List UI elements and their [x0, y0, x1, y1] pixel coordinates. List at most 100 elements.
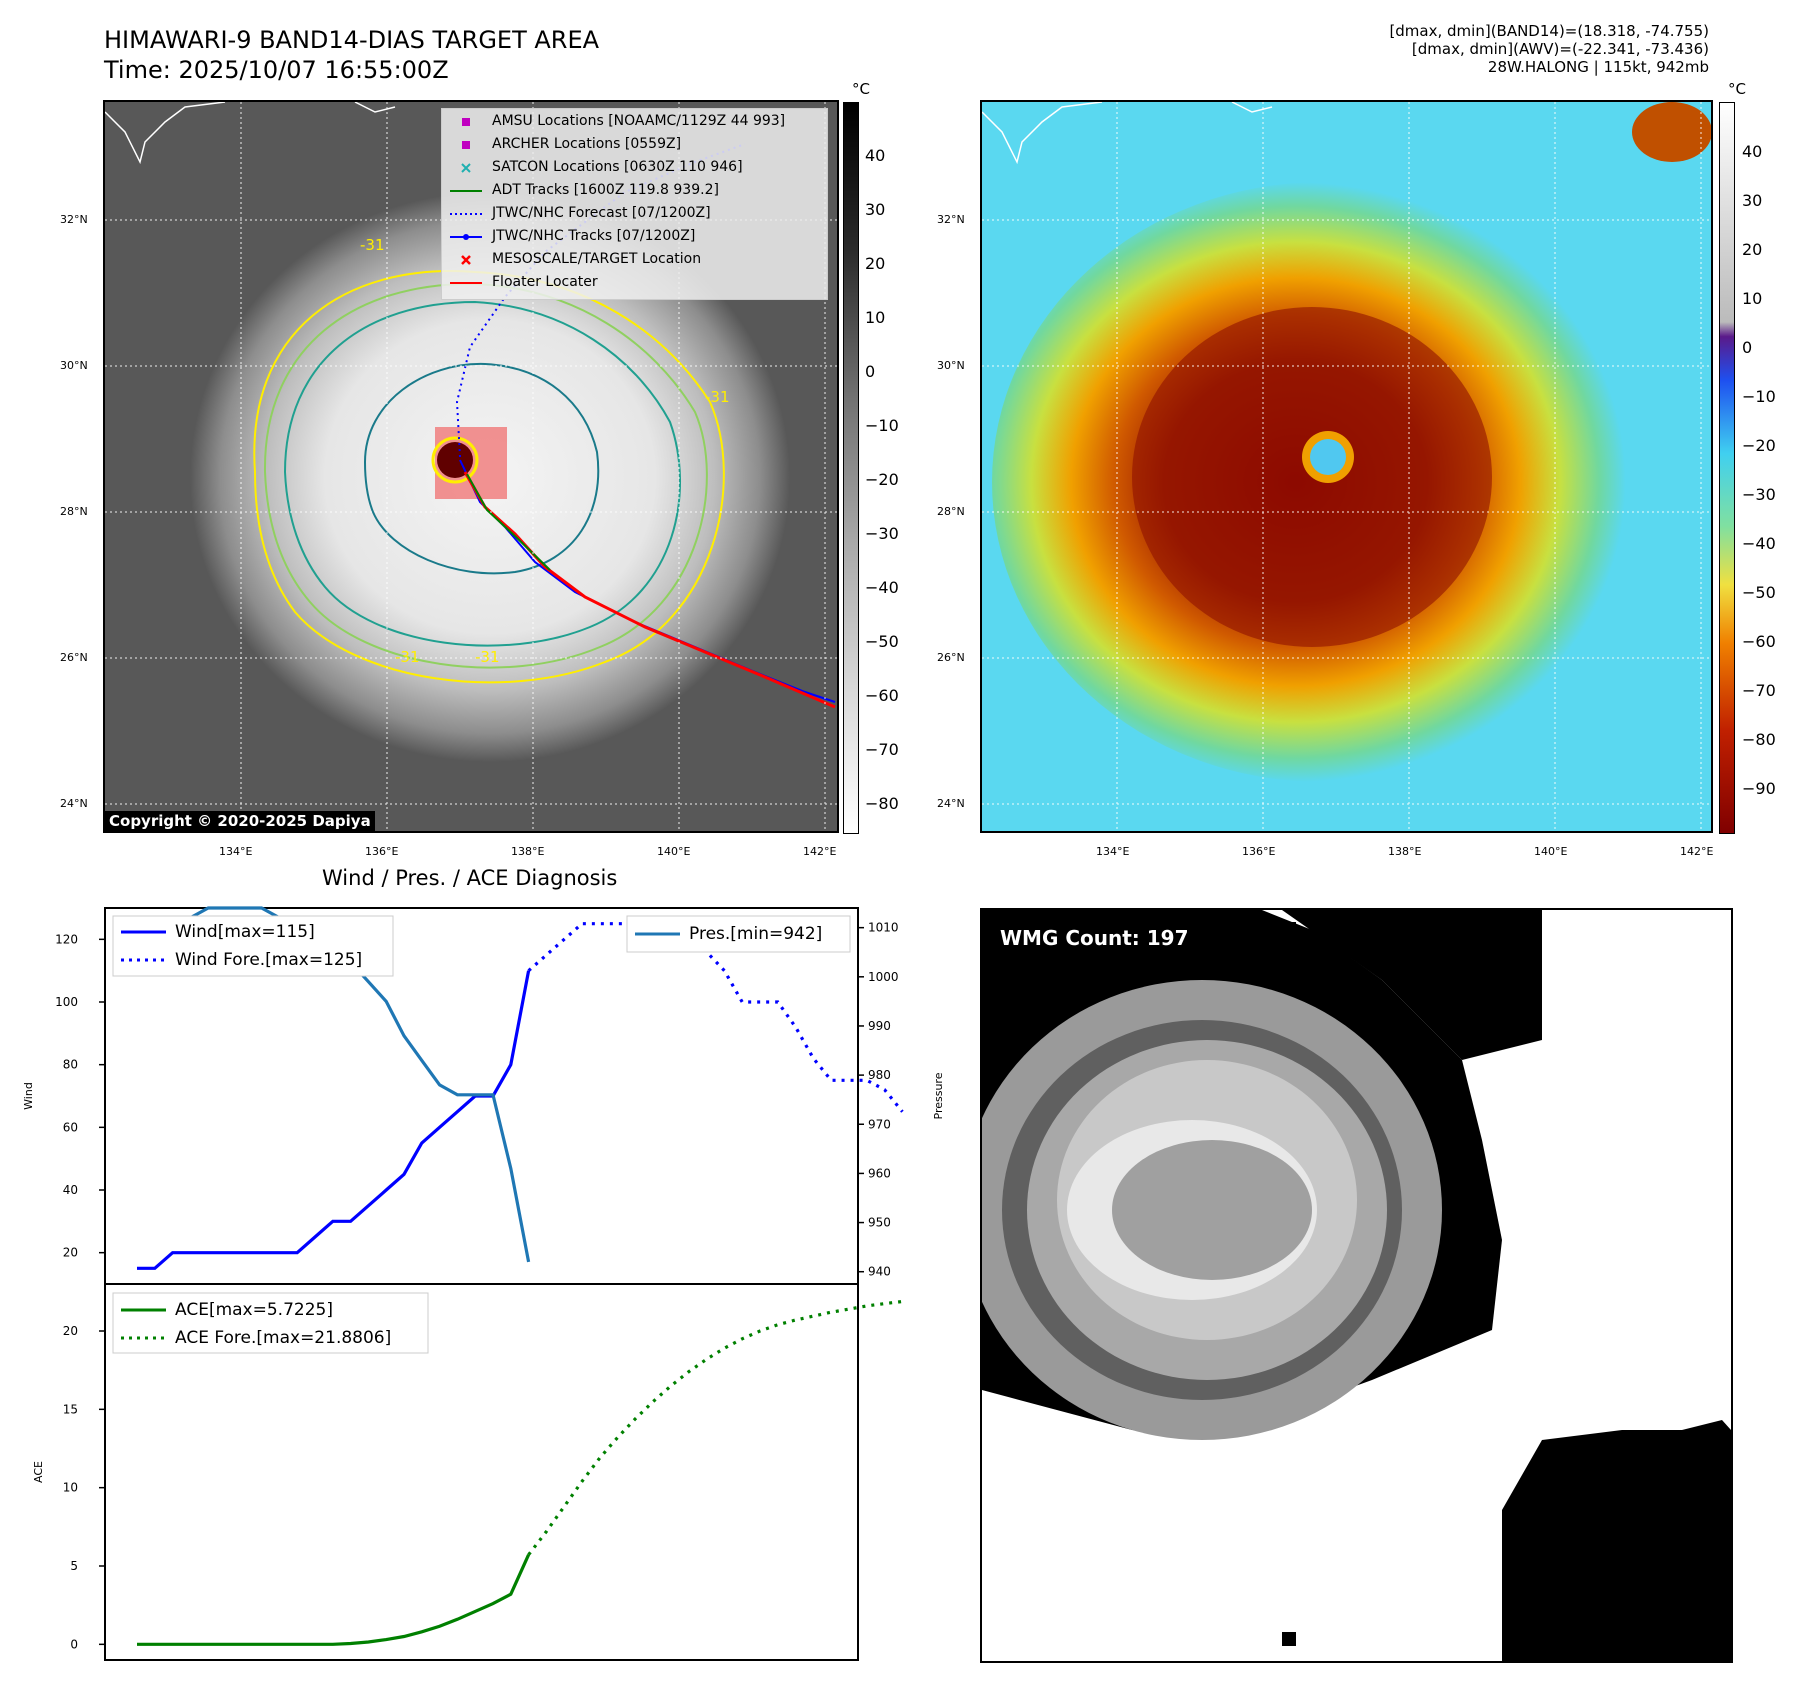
y-tick-label: 5 — [70, 1559, 78, 1573]
legend-ace-label: ACE[max=5.7225] — [175, 1300, 333, 1320]
awv-map-panel — [980, 100, 1713, 833]
diagnosis-title: Wind / Pres. / ACE Diagnosis — [322, 866, 618, 890]
colorbar-tick: −10 — [1742, 387, 1776, 406]
legend-pressure-label: Pres.[min=942] — [689, 924, 822, 944]
colorbar-tick: −30 — [1742, 485, 1776, 504]
legend-wind-forecast-label: Wind Fore.[max=125] — [175, 950, 362, 970]
y-tick-label: 40 — [63, 1183, 78, 1197]
lat-label: 26°N — [60, 651, 88, 664]
y-tick-label-right: 940 — [868, 1265, 891, 1279]
info-block: [dmax, dmin](BAND14)=(18.318, -74.755) [… — [1389, 22, 1709, 76]
line-icon — [450, 282, 482, 284]
colorbar-tick: −80 — [865, 794, 899, 813]
lat-label: 28°N — [60, 505, 88, 518]
colorbar-tick: −80 — [1742, 730, 1776, 749]
timestamp: Time: 2025/10/07 16:55:00Z — [104, 56, 449, 84]
wmg-panel: WMG Count: 197 — [980, 908, 1733, 1663]
colorbar-tick: 30 — [865, 200, 886, 219]
lon-label: 142°E — [1680, 845, 1714, 858]
x-marker-icon — [461, 255, 471, 265]
y-tick-label: 100 — [55, 995, 78, 1009]
lon-label: 136°E — [365, 845, 399, 858]
lat-label: 24°N — [60, 797, 88, 810]
colorbar-tick: 40 — [865, 146, 886, 165]
colorbar-tick: 0 — [865, 362, 876, 381]
y-tick-label: 20 — [63, 1246, 78, 1260]
y-tick-label-right: 990 — [868, 1019, 891, 1033]
colorbar-right-unit: °C — [1728, 80, 1746, 98]
ace-legend — [112, 1292, 429, 1354]
colorbar-tick: −60 — [1742, 632, 1776, 651]
legend-wind-label: Wind[max=115] — [175, 922, 315, 942]
y-tick-label: 60 — [63, 1120, 78, 1134]
y-tick-label: 0 — [70, 1637, 78, 1651]
map-legend: AMSU Locations [NOAAMC/1129Z 44 993] ARC… — [441, 108, 828, 300]
main-title: HIMAWARI-9 BAND14-DIAS TARGET AREA — [104, 26, 600, 54]
y-tick-label: 120 — [55, 932, 78, 946]
dotted-line-icon — [450, 213, 482, 215]
contour-label: -31 — [360, 236, 385, 254]
lon-label: 142°E — [803, 845, 837, 858]
y-tick-label-right: 1000 — [868, 970, 899, 984]
contour-label: -31 — [395, 648, 420, 666]
colorbar-tick: −70 — [865, 740, 899, 759]
square-marker-icon — [462, 141, 470, 149]
lat-label: 32°N — [60, 213, 88, 226]
ace-series-line — [137, 1554, 531, 1646]
colorbar-left — [843, 102, 859, 834]
colorbar-tick: −40 — [865, 578, 899, 597]
info-band14-range: [dmax, dmin](BAND14)=(18.318, -74.755) — [1389, 22, 1709, 40]
colorbar-left-unit: °C — [852, 80, 870, 98]
contour-label: -31 — [705, 388, 730, 406]
line-icon — [450, 190, 482, 192]
lon-label: 134°E — [219, 845, 253, 858]
colorbar-tick: −10 — [865, 416, 899, 435]
lon-label: 138°E — [511, 845, 545, 858]
info-awv-range: [dmax, dmin](AWV)=(-22.341, -73.436) — [1411, 40, 1709, 58]
contour-label: -31 — [475, 648, 500, 666]
colorbar-tick: 20 — [865, 254, 886, 273]
colorbar-tick: 20 — [1742, 240, 1763, 259]
colorbar-right — [1719, 102, 1735, 834]
y-tick-label: 15 — [63, 1402, 78, 1416]
lat-label: 26°N — [937, 651, 965, 664]
colorbar-tick: 0 — [1742, 338, 1753, 357]
colorbar-tick: 10 — [1742, 289, 1763, 308]
lat-label: 28°N — [937, 505, 965, 518]
colorbar-tick: −50 — [865, 632, 899, 651]
lat-label: 30°N — [60, 359, 88, 372]
wind-legend — [112, 915, 394, 977]
colorbar-tick: −70 — [1742, 681, 1776, 700]
pressure-axis-label: Pressure — [932, 1072, 945, 1119]
lat-label: 24°N — [937, 797, 965, 810]
lon-label: 134°E — [1096, 845, 1130, 858]
colorbar-tick: −40 — [1742, 534, 1776, 553]
lat-label: 30°N — [937, 359, 965, 372]
x-marker-icon — [461, 163, 471, 173]
y-tick-label-right: 960 — [868, 1166, 891, 1180]
y-tick-label: 20 — [63, 1324, 78, 1338]
ace-forecast-series-line — [527, 1299, 903, 1556]
colorbar-tick: 30 — [1742, 191, 1763, 210]
colorbar-tick: −20 — [1742, 436, 1776, 455]
y-tick-label-right: 970 — [868, 1117, 891, 1131]
colorbar-tick: −50 — [1742, 583, 1776, 602]
awv-map-image — [982, 102, 1711, 831]
square-marker-icon — [462, 118, 470, 126]
wind-axis-label: Wind — [22, 1082, 35, 1110]
colorbar-tick: 40 — [1742, 142, 1763, 161]
wmg-count-label: WMG Count: 197 — [1000, 926, 1189, 950]
y-tick-label: 80 — [63, 1058, 78, 1072]
lon-label: 140°E — [657, 845, 691, 858]
lon-label: 136°E — [1242, 845, 1276, 858]
lon-label: 138°E — [1388, 845, 1422, 858]
y-tick-label: 10 — [63, 1481, 78, 1495]
copyright-notice: Copyright © 2020-2025 Dapiya — [105, 811, 375, 831]
lon-label: 140°E — [1534, 845, 1568, 858]
wind-series-line — [137, 970, 531, 1270]
y-tick-label-right: 980 — [868, 1068, 891, 1082]
colorbar-tick: −90 — [1742, 779, 1776, 798]
y-tick-label-right: 1010 — [868, 921, 899, 935]
colorbar-tick: −30 — [865, 524, 899, 543]
